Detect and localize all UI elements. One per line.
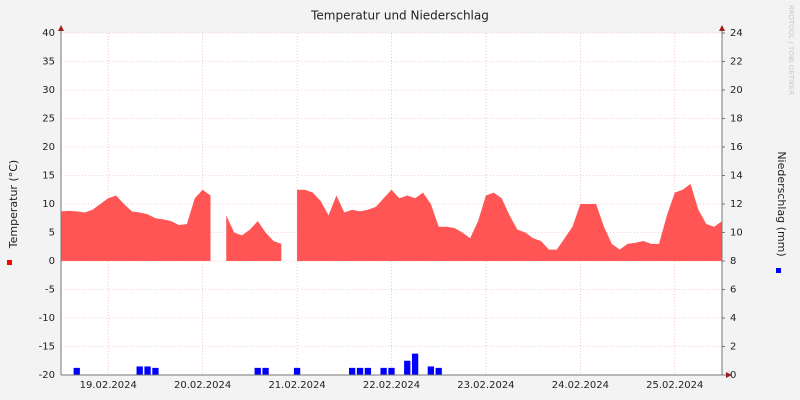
x-tick-label: 20.02.2024 xyxy=(174,380,231,391)
y2-tick-label: 2 xyxy=(730,342,736,353)
y2-tick-label: 14 xyxy=(730,171,743,182)
precipitation-bar xyxy=(262,367,269,375)
axes xyxy=(58,25,732,378)
y2-tick-label: 8 xyxy=(730,256,736,267)
precipitation-bar xyxy=(152,367,159,375)
y-tick-label: 25 xyxy=(42,114,55,125)
y-tick-label: -10 xyxy=(39,313,55,324)
precipitation-bar xyxy=(364,367,372,375)
y2-tick-label: 16 xyxy=(730,142,743,153)
precipitation-bar xyxy=(404,360,411,375)
y-tick-label: -15 xyxy=(39,342,55,353)
precipitation-bar xyxy=(73,367,80,375)
y-tick-label: -5 xyxy=(45,285,55,296)
y-axis-label: Temperatur (°C) xyxy=(7,160,20,249)
precipitation-bar xyxy=(293,367,301,375)
y2-tick-label: 20 xyxy=(730,85,743,96)
y2-tick-label: 0 xyxy=(730,370,736,381)
x-tick-label: 23.02.2024 xyxy=(457,380,514,391)
chart-title: Temperatur und Niederschlag xyxy=(310,9,489,23)
precipitation-bar xyxy=(427,366,434,375)
y-tick-label: -20 xyxy=(39,370,55,381)
y-tick-label: 10 xyxy=(42,199,55,210)
temperature-area xyxy=(61,184,722,261)
y-tick-label: 40 xyxy=(42,28,55,39)
y2-tick-label: 22 xyxy=(730,57,743,68)
y-tick-label: 15 xyxy=(42,171,55,182)
y2-axis-label: Niederschlag (mm) xyxy=(775,151,788,256)
y2-tick-label: 18 xyxy=(730,114,743,125)
precipitation-bar xyxy=(136,366,143,375)
precipitation-bar xyxy=(144,366,151,375)
axis-arrow xyxy=(726,372,732,378)
x-tick-label: 24.02.2024 xyxy=(552,380,609,391)
precipitation-bar xyxy=(435,367,442,375)
y-tick-label: 30 xyxy=(42,85,55,96)
axis-arrow xyxy=(58,25,64,31)
y-tick-label: 5 xyxy=(49,228,55,239)
y2-tick-label: 4 xyxy=(730,313,736,324)
marks xyxy=(61,184,722,375)
legend-marker xyxy=(7,260,12,265)
precipitation-bar xyxy=(388,367,395,375)
precipitation-bar xyxy=(356,367,364,375)
x-tick-label: 25.02.2024 xyxy=(646,380,703,391)
y2-tick-label: 10 xyxy=(730,228,743,239)
watermark: RRDTOOL / TOBI OETIKER xyxy=(787,5,795,95)
x-tick-label: 22.02.2024 xyxy=(363,380,420,391)
y-tick-label: 0 xyxy=(49,256,55,267)
y2-tick-label: 12 xyxy=(730,199,743,210)
precipitation-bar xyxy=(411,353,419,375)
precipitation-bar xyxy=(380,367,387,375)
y-tick-label: 35 xyxy=(42,57,55,68)
axis-arrow xyxy=(719,25,725,31)
precipitation-bar xyxy=(349,367,356,375)
y2-tick-label: 24 xyxy=(730,28,743,39)
legend-marker xyxy=(776,268,781,273)
precipitation-bar xyxy=(254,367,261,375)
x-tick-label: 21.02.2024 xyxy=(268,380,325,391)
y-tick-label: 20 xyxy=(42,142,55,153)
y2-tick-label: 6 xyxy=(730,285,736,296)
x-tick-label: 19.02.2024 xyxy=(80,380,137,391)
